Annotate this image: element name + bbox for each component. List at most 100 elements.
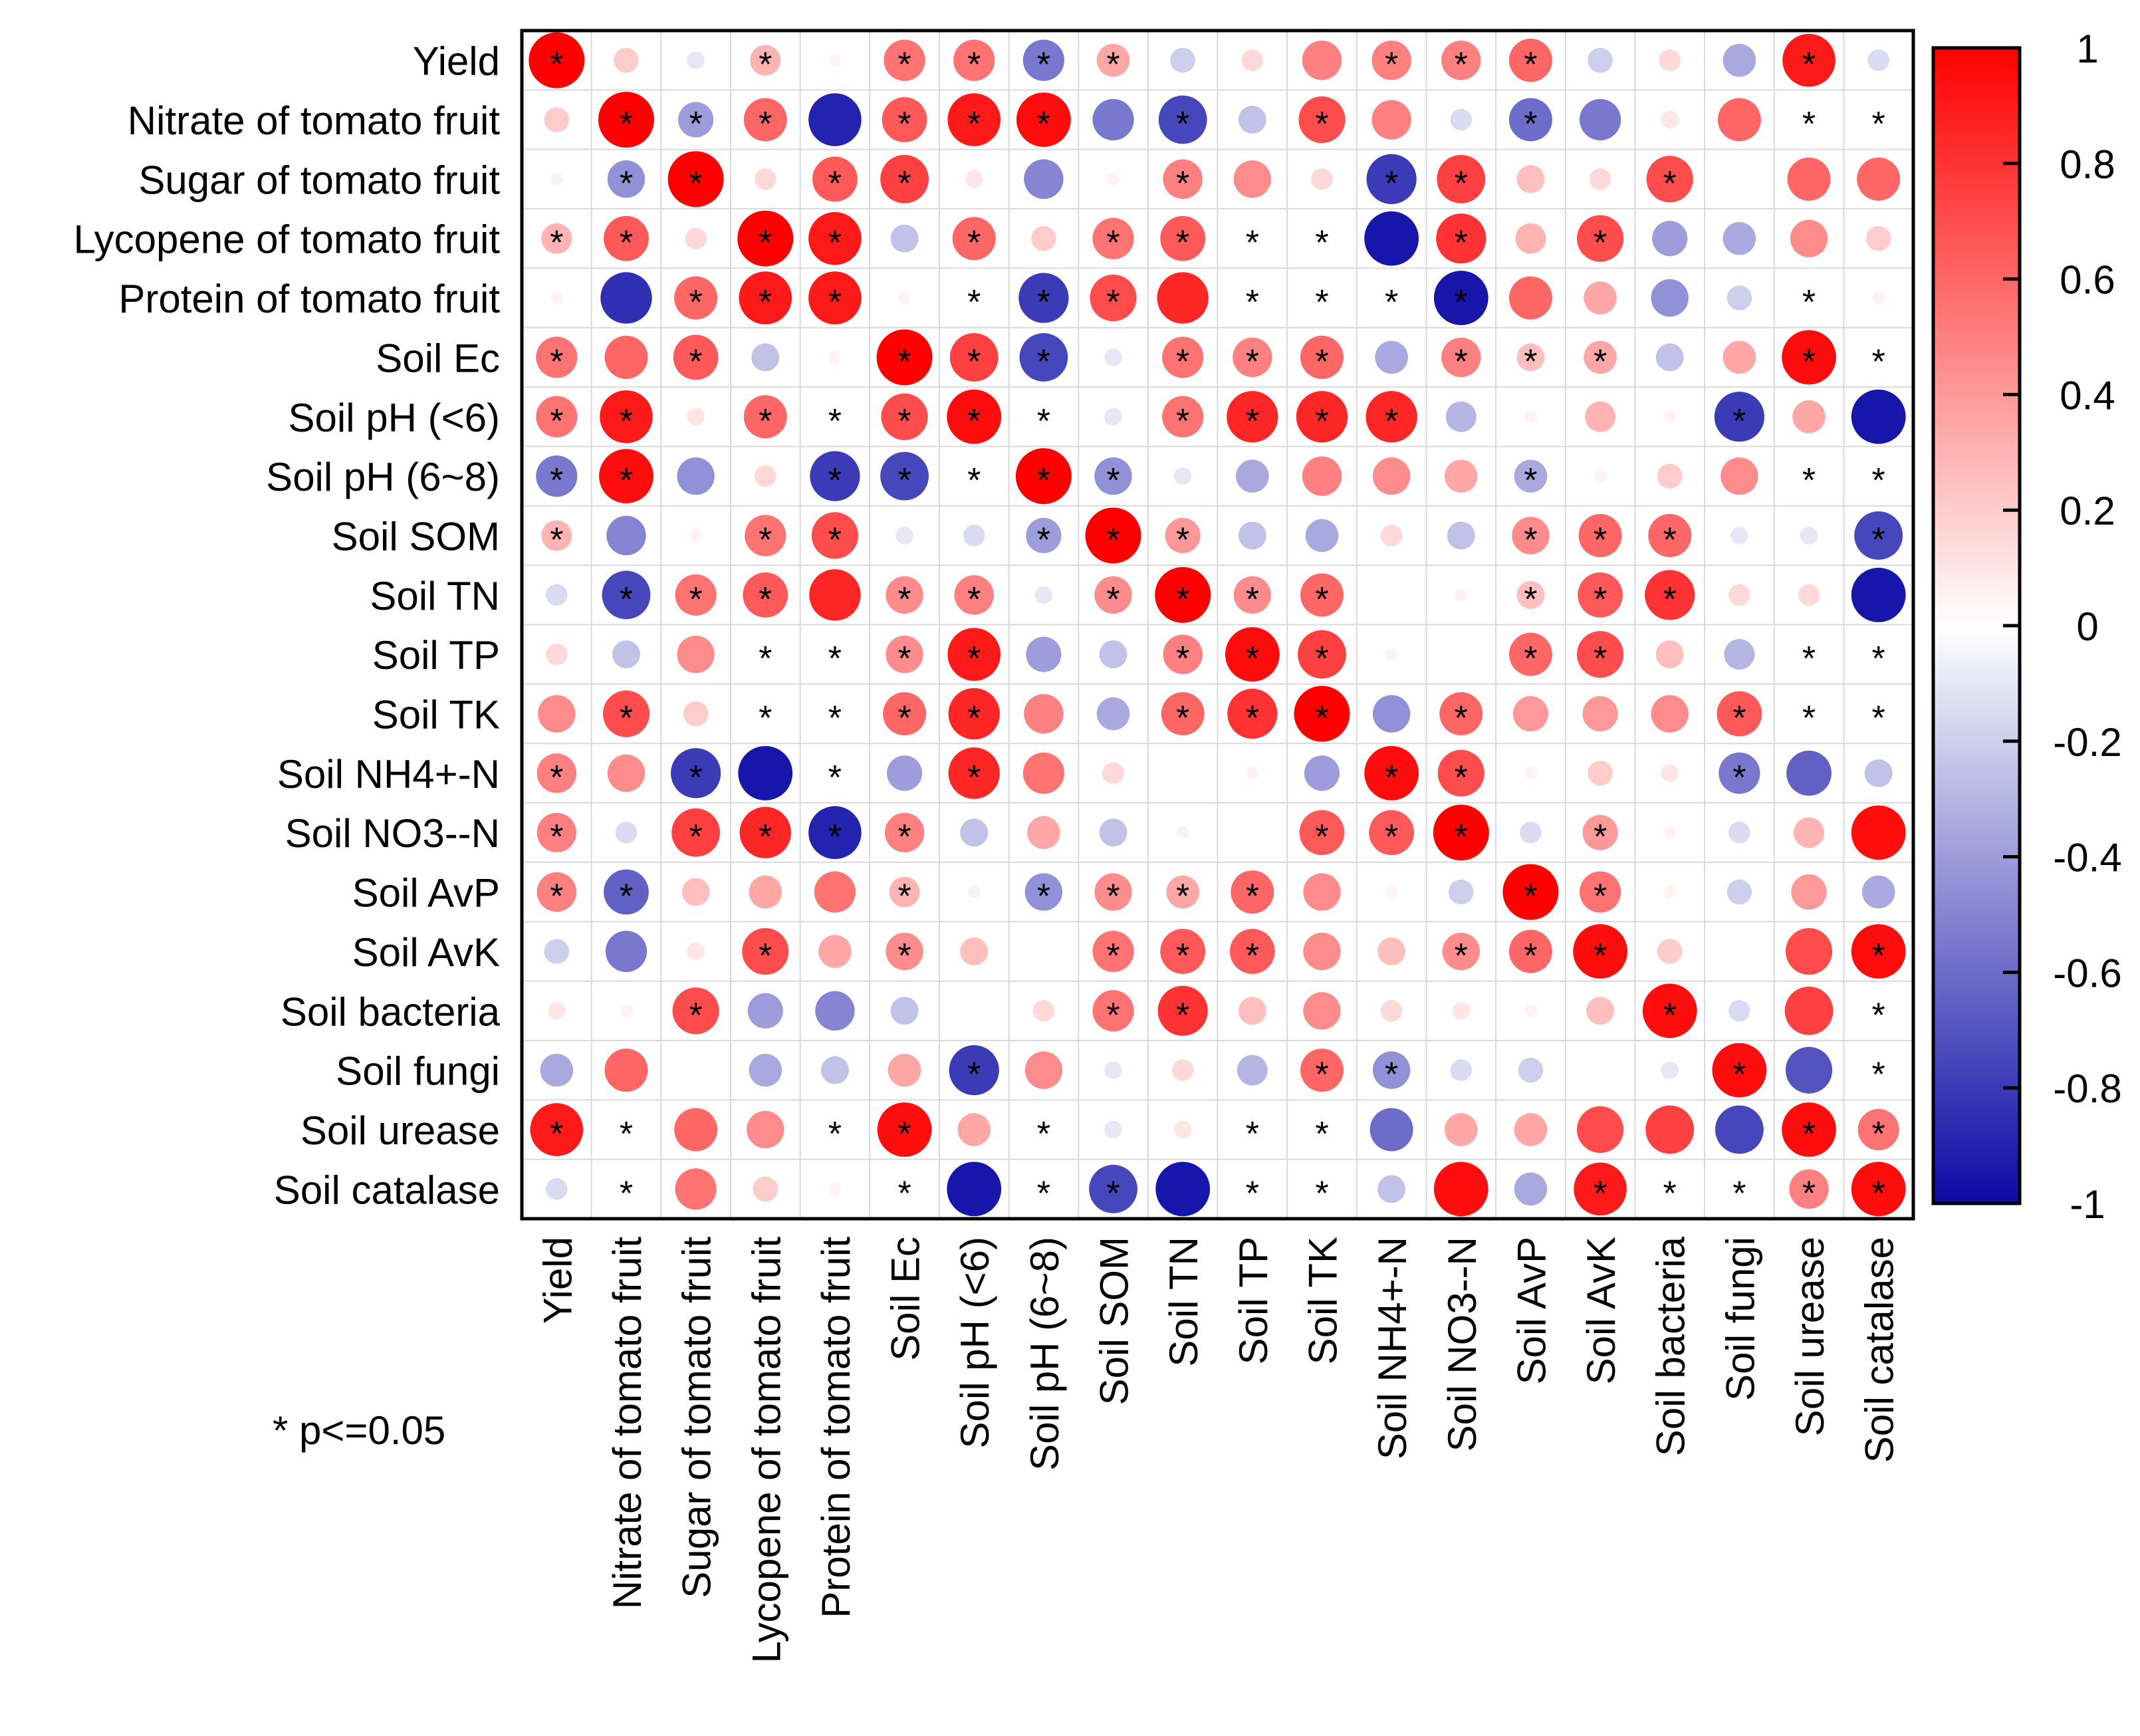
correlation-circle — [1364, 745, 1419, 801]
correlation-circle — [948, 747, 1000, 799]
significance-star: * — [828, 164, 842, 203]
correlation-circle — [604, 1049, 648, 1092]
correlation-circle — [1102, 762, 1124, 785]
significance-star: * — [1524, 937, 1537, 975]
significance-star: * — [620, 878, 633, 916]
correlation-circle — [1584, 340, 1617, 374]
significance-star: * — [550, 224, 563, 263]
correlation-circle — [1726, 285, 1752, 310]
significance-star: * — [689, 996, 703, 1035]
significance-star: * — [1524, 105, 1537, 144]
correlation-circle — [1582, 695, 1618, 732]
correlation-circle — [673, 334, 719, 380]
correlation-circle — [1642, 983, 1697, 1039]
correlation-circle — [877, 1102, 932, 1157]
correlation-circle — [1655, 343, 1684, 372]
correlation-circle — [1663, 886, 1677, 898]
correlation-circle — [1157, 272, 1209, 324]
correlation-circle — [544, 939, 570, 964]
correlation-circle — [1305, 519, 1339, 553]
correlation-circle — [1792, 400, 1826, 434]
correlation-circle — [1782, 1102, 1836, 1157]
significance-star: * — [1176, 342, 1189, 381]
correlation-circle — [1663, 826, 1677, 839]
correlation-circle — [600, 272, 652, 324]
correlation-circle — [1854, 511, 1903, 560]
significance-star: * — [1732, 402, 1746, 441]
correlation-circle — [751, 343, 780, 372]
correlation-circle — [1444, 1113, 1478, 1146]
significance-star: * — [828, 640, 842, 678]
significance-star: * — [1524, 580, 1537, 619]
significance-star: * — [1246, 342, 1259, 381]
correlation-circle — [812, 156, 858, 202]
correlation-circle — [1155, 1162, 1211, 1217]
correlation-circle — [615, 821, 638, 844]
column-label: Soil Ec — [884, 1237, 928, 1361]
correlation-circle — [1296, 391, 1348, 443]
correlation-circle — [674, 1108, 718, 1152]
significance-star: * — [828, 224, 842, 263]
significance-star: * — [1037, 46, 1050, 84]
correlation-circle — [1375, 340, 1408, 374]
significance-star: * — [1872, 1174, 1885, 1213]
correlation-circle — [1227, 688, 1278, 739]
significance-star: * — [1176, 878, 1189, 916]
significance-star: * — [1037, 461, 1050, 500]
correlation-circle — [536, 336, 578, 378]
row-label: Soil NH4+-N — [277, 752, 500, 797]
significance-star: * — [1872, 1056, 1885, 1094]
correlation-circle — [1578, 572, 1623, 618]
significance-star: * — [1385, 283, 1398, 322]
correlation-circle — [1104, 1120, 1122, 1139]
correlation-circle — [620, 1004, 633, 1017]
correlation-circle — [947, 389, 1002, 444]
correlation-circle — [738, 745, 793, 801]
colorbar: 1 0.8 0.6 0.4 0.2 0 -0.2 -0.4 -0.6 -0.8 -1 — [1931, 27, 2122, 1227]
significance-star: * — [897, 1115, 911, 1154]
correlation-circle — [1447, 521, 1475, 550]
row-label: Soil pH (<6) — [289, 396, 500, 440]
significance-star: * — [1385, 759, 1398, 797]
colorbar-tick-label: 0.4 — [2060, 373, 2115, 418]
correlation-circle — [536, 872, 577, 912]
correlation-circle — [1646, 156, 1693, 203]
significance-star: * — [897, 461, 911, 500]
correlation-circle — [1233, 160, 1272, 198]
correlation-circle — [808, 93, 862, 146]
correlation-circle — [745, 515, 786, 557]
correlation-circle — [604, 335, 648, 379]
correlation-circle — [963, 525, 985, 547]
significance-star: * — [967, 46, 981, 84]
correlation-circle — [1508, 39, 1552, 82]
correlation-circle — [1298, 630, 1346, 679]
significance-star: * — [1315, 402, 1328, 441]
correlation-circle — [1721, 457, 1758, 495]
correlation-circle — [1715, 1105, 1764, 1154]
correlation-circle — [1233, 576, 1272, 614]
correlation-circle — [1728, 821, 1750, 844]
significance-star: * — [1315, 105, 1328, 144]
colorbar-tick-label: 0 — [2076, 604, 2098, 649]
column-label: Yield — [535, 1237, 580, 1324]
correlation-circle — [948, 687, 1000, 740]
correlation-circle — [1663, 410, 1677, 424]
significance-star: * — [1524, 640, 1537, 678]
column-label: Nitrate of tomato fruit — [605, 1237, 650, 1610]
significance-star: * — [759, 283, 772, 322]
significance-star: * — [967, 461, 981, 500]
correlation-circle — [886, 932, 923, 971]
correlation-circle — [675, 574, 717, 616]
significance-star: * — [759, 521, 772, 559]
correlation-circle — [947, 93, 1001, 146]
significance-star: * — [967, 224, 981, 263]
significance-star: * — [1385, 818, 1398, 856]
row-label: Soil fungi — [336, 1049, 500, 1094]
correlation-circle — [1872, 291, 1885, 305]
significance-star: * — [1246, 580, 1259, 619]
correlation-circle — [828, 54, 842, 67]
significance-star: * — [1802, 461, 1816, 500]
correlation-circle — [960, 937, 989, 965]
significance-star: * — [828, 461, 842, 500]
correlation-circle — [1173, 467, 1192, 485]
